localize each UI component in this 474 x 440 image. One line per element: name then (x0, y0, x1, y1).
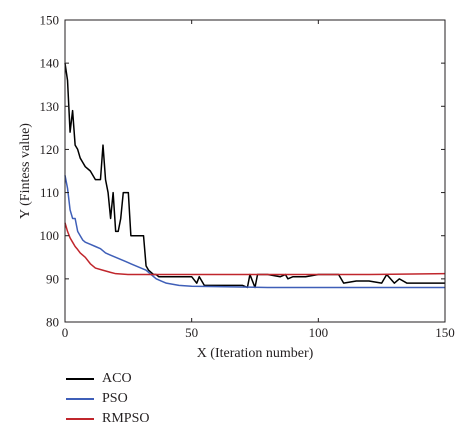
legend: ACO PSO RMPSO (66, 370, 149, 430)
x-tick-label: 100 (309, 325, 329, 340)
legend-label-rmpso: RMPSO (102, 411, 150, 426)
line-chart: 0 50 100 150 80 90 100 110 120 130 140 150 X (Itera… (18, 13, 455, 362)
legend-label-pso: PSO (102, 391, 128, 406)
y-tick-label: 130 (40, 99, 60, 114)
plot-frame (64, 19, 446, 323)
series-line-rmpso (64, 222, 446, 276)
y-tick-label: 150 (40, 13, 60, 28)
legend-item-aco: ACO (66, 370, 149, 388)
legend-item-rmpso: RMPSO (66, 410, 149, 428)
legend-swatch-aco (66, 378, 94, 380)
tick-layer: 0 50 100 150 80 90 100 110 120 130 140 150 (40, 13, 455, 341)
series-line-pso (64, 175, 445, 289)
y-tick-label: 120 (40, 142, 60, 157)
y-tick-label: 80 (46, 315, 59, 330)
legend-item-pso: PSO (66, 390, 149, 408)
y-axis-label: Y (Fintess value) (18, 123, 33, 219)
series-layer (64, 63, 446, 289)
x-tick-label: 150 (435, 325, 455, 340)
legend-swatch-rmpso (66, 418, 94, 420)
legend-label-aco: ACO (102, 371, 132, 386)
x-axis-label: X (Iteration number) (197, 346, 314, 361)
y-tick-label: 90 (46, 271, 59, 286)
y-tick-label: 110 (40, 185, 59, 200)
legend-swatch-pso (66, 398, 94, 400)
y-tick-label: 100 (40, 228, 60, 243)
x-tick-label: 0 (62, 325, 69, 340)
x-tick-label: 50 (185, 325, 198, 340)
y-tick-label: 140 (40, 56, 60, 71)
plot-area (65, 20, 445, 322)
